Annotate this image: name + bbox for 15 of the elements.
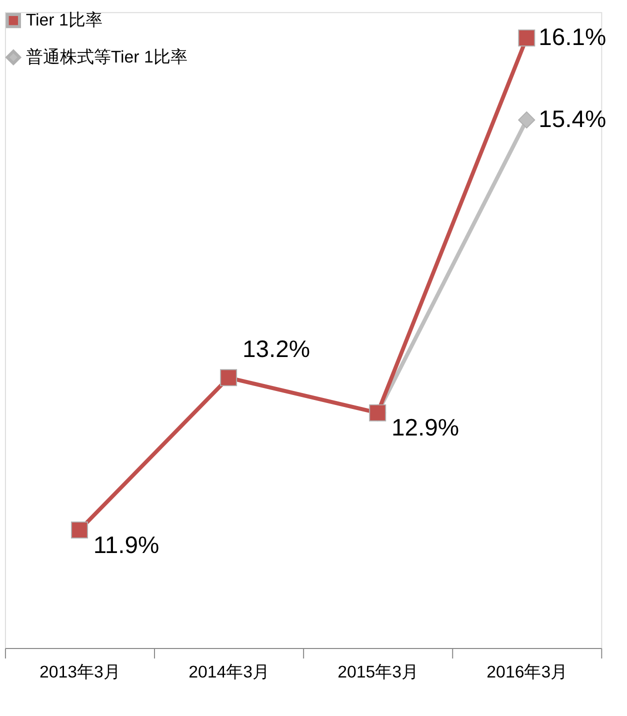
point [70, 521, 88, 538]
point [518, 29, 536, 46]
data-label: 15.4% [538, 106, 606, 133]
point [220, 369, 238, 386]
legend-label: 普通株式等Tier 1比率 [26, 47, 188, 66]
point [518, 111, 536, 128]
data-label: 11.9% [93, 532, 160, 559]
x-tick-label: 2013年3月 [40, 662, 120, 682]
legend-label: Tier 1比率 [26, 10, 102, 30]
x-tick-label: 2015年3月 [338, 662, 419, 682]
x-tick-label: 2016年3月 [486, 662, 568, 682]
data-label: 13.2% [242, 336, 310, 363]
data-label: 16.1% [538, 24, 606, 51]
data-label: 12.9% [392, 414, 460, 442]
x-tick-label: 2014年3月 [188, 662, 270, 682]
